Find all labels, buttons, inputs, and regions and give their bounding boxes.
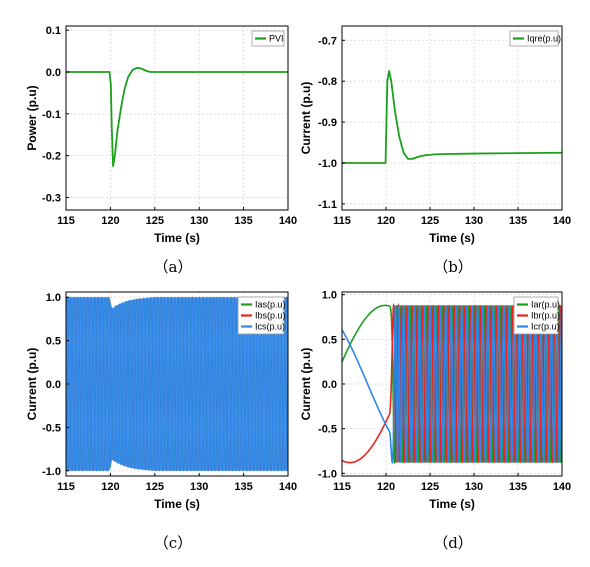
x-tick-label: 135 xyxy=(509,215,527,227)
panel-a: 115 120 125 130 135 140 0.1 0.0 -0.1 -0.2 -0.3 Time… xyxy=(25,25,297,276)
x-tick-label: 125 xyxy=(146,481,164,493)
y-axis-label: Current (p.u) xyxy=(299,348,313,421)
y-tick-label: 1.0 xyxy=(46,292,61,304)
plot-frame xyxy=(341,25,563,211)
x-tick-label: 125 xyxy=(421,481,439,493)
panel-caption: （a） xyxy=(154,258,193,276)
x-tick-label: 115 xyxy=(333,215,351,227)
legend-label: Ics(p.u) xyxy=(255,322,285,332)
x-tick-label: 120 xyxy=(101,481,119,493)
y-tick-label: 0.0 xyxy=(46,379,61,391)
legend-box xyxy=(251,30,285,47)
legend-label: PVI xyxy=(269,34,284,44)
x-tick-label: 120 xyxy=(377,481,395,493)
legend-label: Iar(p.u) xyxy=(531,300,560,310)
legend-label: Iqre(p.u) xyxy=(527,34,561,44)
x-tick-label: 140 xyxy=(279,215,297,227)
x-tick-label: 115 xyxy=(57,215,75,227)
x-axis-label: Time (s) xyxy=(429,497,475,511)
x-tick-label: 130 xyxy=(190,215,208,227)
x-tick-label: 135 xyxy=(234,215,252,227)
y-tick-label: -0.3 xyxy=(42,192,61,204)
y-tick-label: 0.1 xyxy=(46,25,61,37)
series-line-1 xyxy=(66,66,288,167)
x-axis-label: Time (s) xyxy=(154,497,200,511)
y-tick-label: -0.2 xyxy=(42,151,61,163)
x-tick-label: 130 xyxy=(465,215,483,227)
x-tick-label: 120 xyxy=(377,215,395,227)
x-tick-label: 120 xyxy=(101,215,119,227)
y-tick-label: -1.1 xyxy=(318,199,337,211)
y-tick-label: 0.5 xyxy=(46,336,61,348)
y-tick-label: -1.0 xyxy=(318,158,337,170)
x-tick-label: 140 xyxy=(553,215,571,227)
panel-caption: （d） xyxy=(433,534,473,552)
oscillation-band xyxy=(66,297,288,471)
x-tick-label: 115 xyxy=(333,481,351,493)
panel-d: 115 120 125 130 135 140 1.0 0.5 0.0 -0.5 -1.0 Time … xyxy=(299,290,571,552)
plot-area xyxy=(342,70,562,164)
x-tick-label: 140 xyxy=(279,481,297,493)
x-tick-label: 115 xyxy=(57,481,75,493)
legend-label: Ibr(p.u) xyxy=(531,311,560,321)
panel-caption: （c） xyxy=(154,534,192,552)
y-tick-label: -0.5 xyxy=(318,424,337,436)
y-tick-label: 1.0 xyxy=(322,290,337,302)
y-tick-label: -0.7 xyxy=(318,35,337,47)
x-tick-label: 140 xyxy=(553,481,571,493)
series-line-2 xyxy=(342,302,562,464)
panel-c: 115 120 125 130 135 140 1.0 0.5 0.0 -0.5 -1.0 Time … xyxy=(25,291,297,552)
plot-frame xyxy=(65,25,289,211)
panel-caption: （b） xyxy=(433,258,473,276)
y-tick-label: -1.0 xyxy=(318,468,337,480)
y-tick-label: -0.1 xyxy=(42,109,61,121)
y-tick-label: -0.5 xyxy=(42,422,61,434)
plot-area xyxy=(66,66,288,167)
y-tick-label: 0.0 xyxy=(322,379,337,391)
y-tick-label: -0.9 xyxy=(318,117,337,129)
y-tick-label: -1.0 xyxy=(42,466,61,478)
legend-label: Ibs(p.u) xyxy=(255,311,286,321)
series-line-1 xyxy=(342,70,562,164)
x-tick-label: 130 xyxy=(465,481,483,493)
y-tick-label: -0.8 xyxy=(318,76,337,88)
legend-box xyxy=(509,30,559,47)
y-axis-label: Power (p.u) xyxy=(25,85,39,150)
y-axis-label: Current (p.u) xyxy=(25,348,39,421)
x-tick-label: 135 xyxy=(509,481,527,493)
x-tick-label: 135 xyxy=(234,481,252,493)
x-axis-label: Time (s) xyxy=(154,231,200,245)
legend-label: Icr(p.u) xyxy=(531,322,560,332)
y-axis-label: Current (p.u) xyxy=(299,82,313,155)
x-tick-label: 130 xyxy=(190,481,208,493)
y-tick-label: 0.0 xyxy=(46,67,61,79)
x-axis-label: Time (s) xyxy=(429,231,475,245)
x-tick-label: 125 xyxy=(146,215,164,227)
x-tick-label: 125 xyxy=(421,215,439,227)
legend-label: Ias(p.u) xyxy=(255,300,286,310)
panel-b: 115 120 125 130 135 140 -0.7 -0.8 -0.9 -1.0 -1.1 Ti… xyxy=(299,25,571,276)
y-tick-label: 0.5 xyxy=(322,334,337,346)
